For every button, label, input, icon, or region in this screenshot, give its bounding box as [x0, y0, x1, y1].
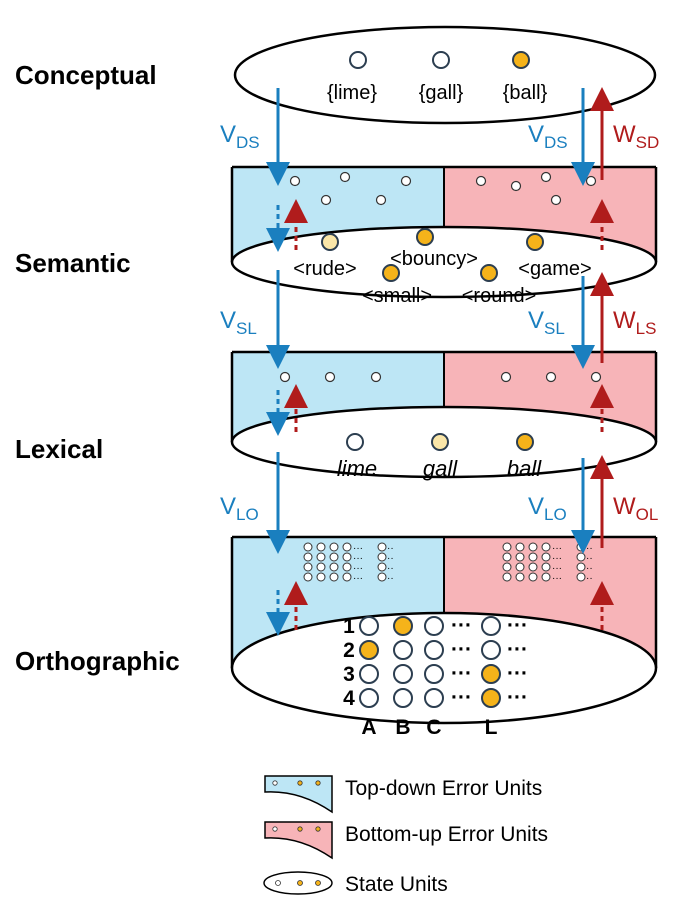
semantic-unit-game — [526, 233, 544, 251]
semantic-unit-rude — [321, 233, 339, 251]
semantic-label-game: <game> — [518, 258, 591, 280]
orthographic-state-ellipse — [230, 611, 658, 725]
orth-unit — [359, 616, 379, 636]
lexical-unit-gall — [431, 433, 449, 451]
orth-unit — [481, 664, 501, 684]
orthographic-error-grid-right: ··· ····· ····· ····· ·· — [502, 542, 593, 584]
weight-label-v-lo-right: VLO — [528, 493, 567, 524]
semantic-error-dots — [289, 171, 597, 206]
orthographic-state-grid: 1 ··· ···2 ··· ···3 ··· ···4 ··· ···A B C L — [343, 614, 528, 739]
svg-text:···: ··· — [507, 614, 528, 637]
conceptual-unit-gall — [432, 51, 450, 69]
level-label-lexical: Lexical — [15, 434, 103, 464]
orth-col-label: A — [361, 716, 376, 739]
legend-swatch-bottom-up — [264, 821, 333, 860]
svg-text:···: ··· — [507, 638, 528, 661]
svg-text:··: ·· — [586, 573, 593, 584]
svg-text:··: ·· — [586, 563, 593, 574]
orth-row-label: 1 — [343, 615, 355, 638]
weight-label-w-ls: WLS — [613, 307, 656, 338]
weight-label-v-sl-left: VSL — [220, 307, 257, 338]
weight-label-v-sl-right: VSL — [528, 307, 565, 338]
weight-label-w-sd: WSD — [613, 121, 659, 152]
legend-label-top-down: Top-down Error Units — [345, 777, 542, 800]
svg-text:···: ··· — [552, 573, 562, 584]
lexical-label-lime: lime — [337, 456, 377, 481]
conceptual-unit-ball — [512, 51, 530, 69]
lexical-unit-lime — [346, 433, 364, 451]
orth-unit — [424, 616, 444, 636]
conceptual-label-lime: {lime} — [327, 82, 377, 104]
semantic-label-rude: <rude> — [293, 258, 356, 280]
lexical-error-dots — [279, 371, 602, 383]
weight-label-w-ol: WOL — [613, 493, 658, 524]
svg-text:··: ·· — [387, 543, 394, 554]
orth-unit — [481, 640, 501, 660]
orth-unit — [393, 688, 413, 708]
svg-text:··: ·· — [387, 563, 394, 574]
orth-unit — [393, 640, 413, 660]
svg-text:···: ··· — [451, 662, 472, 685]
svg-text:···: ··· — [552, 553, 562, 564]
semantic-unit-round — [480, 264, 498, 282]
svg-text:···: ··· — [353, 553, 363, 564]
legend: Top-down Error Units Bottom-up Error Uni… — [263, 775, 548, 896]
orth-unit — [359, 664, 379, 684]
svg-text:··: ·· — [387, 553, 394, 564]
level-label-orthographic: Orthographic — [15, 646, 180, 676]
level-label-conceptual: Conceptual — [15, 60, 157, 90]
svg-text:···: ··· — [353, 573, 363, 584]
svg-text:···: ··· — [552, 563, 562, 574]
orth-unit — [393, 616, 413, 636]
conceptual-label-gall: {gall} — [419, 82, 464, 104]
weight-label-v-ds-left: VDS — [220, 121, 260, 152]
conceptual-state-ellipse — [233, 25, 657, 125]
svg-text:···: ··· — [451, 686, 472, 709]
orth-col-label: C — [426, 716, 441, 739]
svg-text:···: ··· — [552, 543, 562, 554]
legend-swatch-top-down — [264, 775, 333, 814]
orth-unit — [359, 640, 379, 660]
lexical-label-gall: gall — [423, 456, 458, 481]
orth-unit — [481, 688, 501, 708]
svg-text:···: ··· — [353, 543, 363, 554]
orth-unit — [424, 664, 444, 684]
lexical-label-ball: ball — [507, 456, 542, 481]
orth-col-label: B — [395, 716, 410, 739]
lexical-unit-ball — [516, 433, 534, 451]
semantic-unit-bouncy — [416, 228, 434, 246]
bottom-up-arrows — [284, 87, 614, 630]
orth-unit — [481, 616, 501, 636]
svg-text:··: ·· — [586, 553, 593, 564]
svg-text:··: ·· — [387, 573, 394, 584]
svg-text:···: ··· — [507, 662, 528, 685]
orth-unit — [393, 664, 413, 684]
orth-row-label: 4 — [343, 687, 355, 710]
orth-row-label: 2 — [343, 639, 355, 662]
conceptual-unit-lime — [349, 51, 367, 69]
legend-label-state: State Units — [345, 873, 448, 896]
orth-unit — [424, 688, 444, 708]
semantic-label-round: <round> — [462, 285, 537, 307]
svg-text:···: ··· — [353, 563, 363, 574]
weight-label-v-lo-left: VLO — [220, 493, 259, 524]
svg-text:···: ··· — [507, 686, 528, 709]
top-down-arrows — [266, 88, 595, 636]
orth-row-label: 3 — [343, 663, 355, 686]
orthographic-error-grid-left: ··· ····· ····· ····· ·· — [303, 542, 394, 584]
legend-label-bottom-up: Bottom-up Error Units — [345, 823, 548, 846]
weight-label-v-ds-right: VDS — [528, 121, 568, 152]
semantic-unit-small — [382, 264, 400, 282]
orth-unit — [359, 688, 379, 708]
orth-col-label: L — [485, 716, 498, 739]
semantic-label-bouncy: <bouncy> — [390, 248, 478, 270]
semantic-label-small: <small> — [362, 285, 432, 307]
svg-text:···: ··· — [451, 614, 472, 637]
level-label-semantic: Semantic — [15, 248, 131, 278]
orth-unit — [424, 640, 444, 660]
svg-text:···: ··· — [451, 638, 472, 661]
conceptual-label-ball: {ball} — [503, 82, 548, 104]
